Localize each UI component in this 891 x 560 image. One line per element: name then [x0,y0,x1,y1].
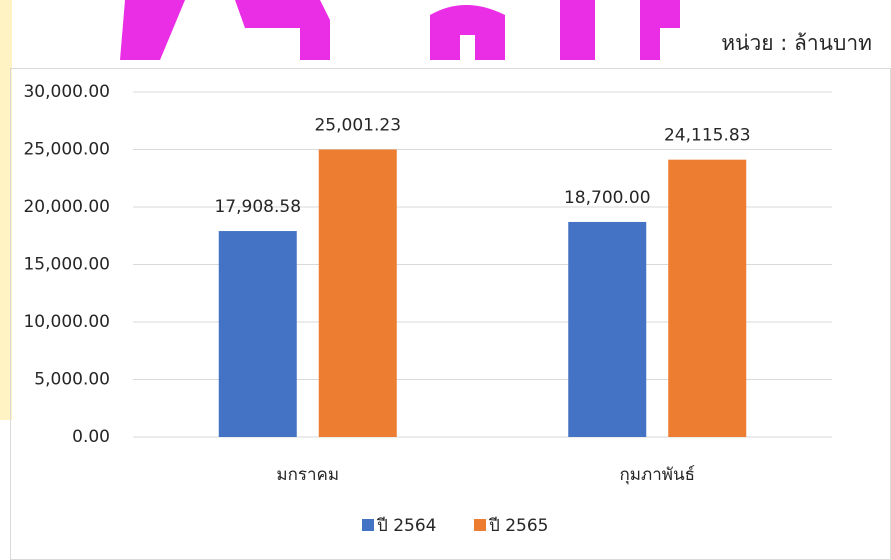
bar [668,159,747,437]
y-tick-label: 0.00 [72,427,110,447]
watermark [120,0,680,60]
y-tick-label: 25,000.00 [23,140,110,160]
data-label: 17,908.58 [214,197,301,217]
watermark-shape [640,0,680,60]
x-tick-label: มกราคม [276,465,339,485]
data-label: 25,001.23 [314,115,401,135]
data-label: 18,700.00 [564,188,651,208]
x-tick-label: กุมภาพันธ์ [620,465,695,485]
watermark-shape [430,5,505,60]
data-label: 24,115.83 [664,126,751,146]
bar [218,231,297,437]
y-tick-label: 5,000.00 [34,370,110,390]
bar [318,149,397,438]
watermark-shape [235,0,330,60]
unit-label: หน่วย : ล้านบาท [721,31,872,55]
legend-label: ปี 2564 [376,516,436,536]
watermark-shape [120,0,185,60]
y-tick-label: 10,000.00 [23,312,110,332]
y-tick-label: 15,000.00 [23,255,110,275]
y-tick-label: 20,000.00 [23,197,110,217]
watermark-shape [560,0,595,60]
y-tick-label: 30,000.00 [23,82,110,102]
side-strip [0,0,12,420]
legend-swatch [474,519,486,531]
bar [568,221,647,437]
legend-swatch [362,519,374,531]
legend-label: ปี 2565 [488,516,548,536]
